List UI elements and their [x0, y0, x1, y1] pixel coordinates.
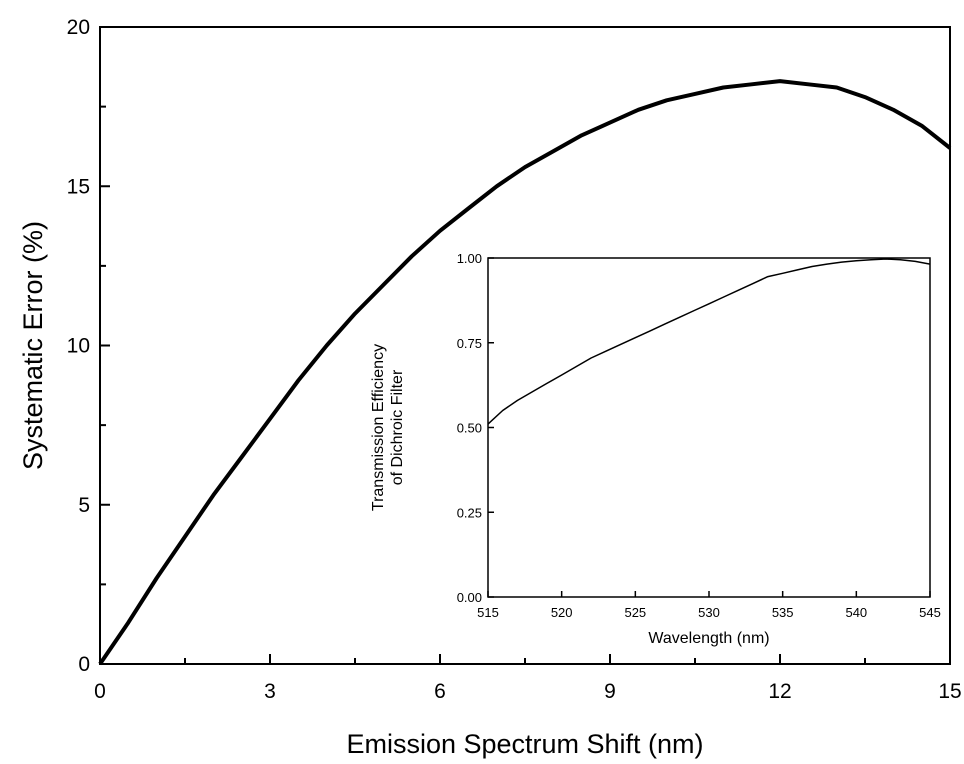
main-y-axis-label: Systematic Error (%) [18, 221, 48, 470]
main-x-tick-label: 12 [768, 680, 791, 703]
inset-x-tick-label: 525 [624, 605, 646, 620]
main-series-line-0 [98, 79, 952, 666]
main-y-tick-label: 5 [78, 494, 90, 517]
inset-x-tick-label: 515 [477, 605, 499, 620]
inset-x-tick-label: 535 [772, 605, 794, 620]
main-x-tick-label: 6 [434, 680, 446, 703]
main-x-axis-label: Emission Spectrum Shift (nm) [346, 729, 703, 759]
main-y-tick-label: 20 [67, 16, 90, 39]
main-x-tick-label: 3 [264, 680, 276, 703]
inset-x-tick-label: 530 [698, 605, 720, 620]
main-y-tick-label: 0 [78, 653, 90, 676]
inset-x-tick-label: 520 [551, 605, 573, 620]
main-x-tick-label: 15 [938, 680, 961, 703]
inset-y-tick-label: 1.00 [457, 251, 482, 266]
inset-plot-frame [487, 257, 931, 598]
main-y-tick-label: 15 [67, 175, 90, 198]
inset-series-line-0 [487, 258, 931, 425]
main-y-tick-label: 10 [67, 335, 90, 358]
inset-chart: 515 520 525 530 535 540 545 0.00 0.25 0.50 0.75 1.0… [370, 251, 941, 647]
main-chart: 0 3 6 9 12 15 0 5 10 15 20 Emission Spectrum Shift … [18, 16, 962, 759]
inset-y-tick-label: 0.00 [457, 590, 482, 605]
main-x-tick-label: 9 [604, 680, 616, 703]
inset-y-tick-label: 0.75 [457, 336, 482, 351]
inset-x-axis-label: Wavelength (nm) [648, 630, 769, 647]
inset-x-tick-label: 540 [845, 605, 867, 620]
main-x-tick-label: 0 [94, 680, 106, 703]
inset-y-axis-label-line-2: of Dichroic Filter [389, 369, 406, 485]
inset-x-tick-label: 545 [919, 605, 941, 620]
inset-y-axis-label-line-1: Transmission Efficiency [370, 344, 387, 511]
inset-y-tick-label: 0.25 [457, 505, 482, 520]
inset-y-tick-label: 0.50 [457, 421, 482, 436]
